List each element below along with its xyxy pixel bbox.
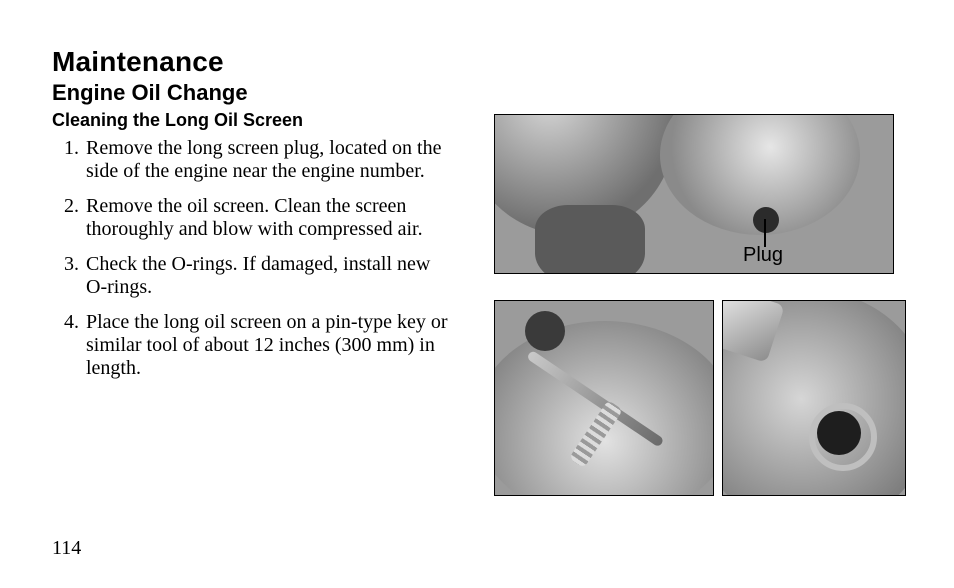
step-item: Remove the oil screen. Clean the screen … xyxy=(84,195,456,241)
figure-column: Plug xyxy=(488,110,906,496)
step-item: Remove the long screen plug, located on … xyxy=(84,137,456,183)
boss-ring-icon xyxy=(809,403,877,471)
bolt-head-icon xyxy=(525,311,565,351)
manual-page: Maintenance Engine Oil Change Cleaning t… xyxy=(0,0,954,588)
step-list: Remove the long screen plug, located on … xyxy=(52,137,456,380)
step-item: Check the O-rings. If damaged, install n… xyxy=(84,253,456,299)
subsection-title-h3: Cleaning the Long Oil Screen xyxy=(52,110,456,131)
plug-label: Plug xyxy=(743,244,783,267)
page-number: 114 xyxy=(52,537,81,560)
figure-oil-screen-tool xyxy=(494,300,714,496)
photo-shape xyxy=(535,205,645,274)
figure-engine-side: Plug xyxy=(494,114,894,274)
page-title-h1: Maintenance xyxy=(52,46,910,78)
text-column: Cleaning the Long Oil Screen Remove the … xyxy=(52,110,456,496)
section-title-h2: Engine Oil Change xyxy=(52,80,910,106)
step-item: Place the long oil screen on a pin-type … xyxy=(84,311,456,380)
leader-line xyxy=(764,219,766,247)
two-column-layout: Cleaning the Long Oil Screen Remove the … xyxy=(52,110,910,496)
plug-dot-icon xyxy=(753,207,779,233)
figure-bottom-row xyxy=(494,300,906,496)
figure-plug-hole xyxy=(722,300,906,496)
